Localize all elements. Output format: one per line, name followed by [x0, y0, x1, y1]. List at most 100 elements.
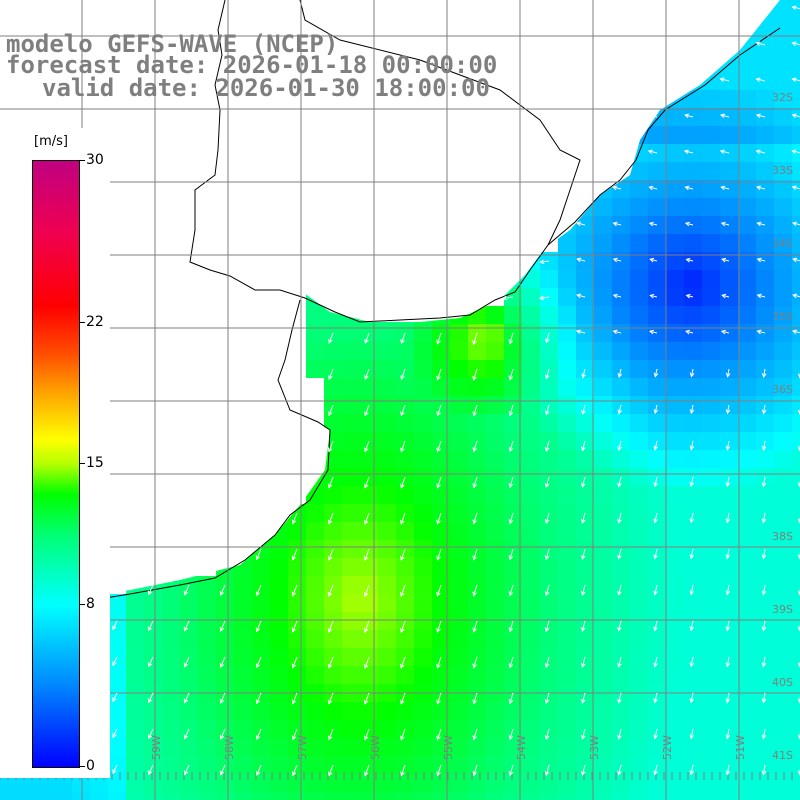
wind-cell — [522, 630, 540, 648]
wind-arrow — [755, 113, 766, 119]
wind-arrow — [719, 77, 730, 82]
wind-cell — [180, 702, 198, 720]
wind-cell — [414, 432, 432, 450]
wind-cell — [234, 666, 252, 684]
lon-label: 56W — [369, 735, 382, 760]
wind-cell — [612, 306, 630, 324]
wind-cell — [594, 630, 612, 648]
wind-cell — [162, 702, 180, 720]
wind-cell — [774, 702, 792, 720]
wind-arrow — [617, 512, 622, 524]
wind-cell — [558, 234, 576, 252]
wind-cell — [774, 594, 792, 612]
wind-cell — [648, 162, 666, 180]
wind-cell — [666, 720, 684, 738]
wind-cell — [720, 126, 738, 144]
wind-arrow — [580, 584, 586, 597]
wind-cell — [270, 666, 288, 684]
wind-cell — [486, 486, 504, 504]
wind-cell — [522, 594, 540, 612]
wind-cell — [450, 450, 468, 468]
wind-cell — [756, 270, 774, 288]
wind-cell — [342, 702, 360, 720]
wind-cell — [558, 612, 576, 630]
wind-cell — [792, 54, 800, 72]
wind-cell — [594, 594, 612, 612]
wind-cell — [792, 18, 800, 36]
wind-cell — [630, 162, 648, 180]
wind-cell — [792, 648, 800, 666]
wind-arrow — [580, 620, 586, 633]
wind-cell — [720, 450, 738, 468]
wind-cell — [792, 486, 800, 504]
wind-cell — [684, 306, 702, 324]
wind-cell — [342, 792, 360, 800]
wind-arrow — [400, 404, 406, 417]
wind-cell — [162, 648, 180, 666]
wind-arrow — [761, 404, 767, 415]
lon-label: 57W — [296, 735, 309, 760]
wind-cell — [630, 504, 648, 522]
wind-cell — [378, 378, 396, 396]
wind-cell — [540, 792, 558, 800]
title-model: modelo GEFS-WAVE (NCEP) — [6, 30, 339, 58]
wind-cell — [414, 342, 432, 360]
wind-cell — [774, 468, 792, 486]
wind-cell — [612, 738, 630, 756]
wind-arrow — [436, 368, 442, 381]
wind-arrow — [761, 728, 767, 740]
wind-cell — [666, 756, 684, 774]
wind-cell — [306, 540, 324, 558]
wind-cell — [666, 468, 684, 486]
wind-cell — [432, 414, 450, 432]
wind-arrow — [684, 185, 694, 191]
wind-arrow — [689, 584, 695, 596]
wind-cell — [306, 630, 324, 648]
wind-cell — [630, 738, 648, 756]
wind-cell — [756, 738, 774, 756]
wind-arrow — [720, 185, 730, 191]
wind-cell — [576, 270, 594, 288]
wind-cell — [432, 666, 450, 684]
wind-cell — [774, 414, 792, 432]
wind-cell — [702, 540, 720, 558]
coastline-north — [189, 0, 781, 323]
wind-cell — [396, 378, 414, 396]
wind-cell — [576, 378, 594, 396]
wind-cell — [108, 630, 126, 648]
wind-arrow — [400, 728, 406, 741]
wind-cell — [396, 522, 414, 540]
wind-arrow — [756, 257, 766, 263]
wind-cell — [666, 504, 684, 522]
wind-cell — [774, 792, 792, 800]
wind-cell — [612, 342, 630, 360]
wind-cell — [666, 630, 684, 648]
wind-cell — [630, 216, 648, 234]
wind-cell — [702, 414, 720, 432]
wind-cell — [558, 360, 576, 378]
wind-cell — [378, 756, 396, 774]
wind-cell — [738, 360, 756, 378]
wind-cell — [288, 702, 306, 720]
wind-cell — [306, 594, 324, 612]
wind-cell — [774, 18, 792, 36]
wind-cell — [648, 666, 666, 684]
wind-cell — [378, 738, 396, 756]
wind-cell — [774, 36, 792, 54]
wind-cell — [540, 486, 558, 504]
wind-cell — [144, 702, 162, 720]
wind-arrow — [508, 548, 514, 561]
wind-arrow — [472, 620, 478, 633]
wind-arrow — [721, 293, 730, 299]
wind-cell — [792, 702, 800, 720]
wind-cell — [180, 666, 198, 684]
colorbar-tick-label: 0 — [86, 758, 95, 774]
wind-cell — [504, 414, 522, 432]
wind-cell — [126, 756, 144, 774]
wind-cell — [522, 342, 540, 360]
wind-cell — [234, 648, 252, 666]
wind-cell — [702, 450, 720, 468]
wind-cell — [630, 288, 648, 306]
wind-cell — [756, 162, 774, 180]
wind-cell — [774, 558, 792, 576]
